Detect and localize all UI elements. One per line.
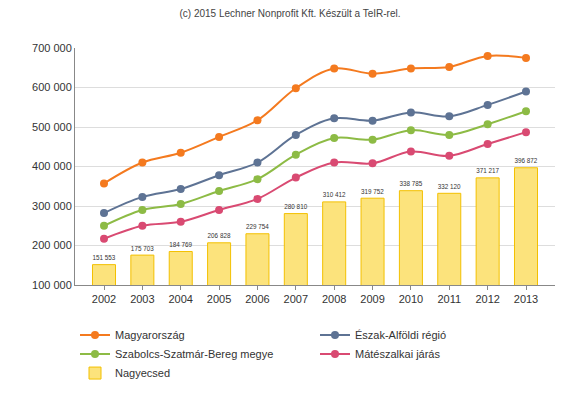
svg-text:319 752: 319 752 [361,188,384,195]
svg-text:700 000: 700 000 [32,42,72,54]
svg-text:2010: 2010 [399,293,423,305]
svg-text:2011: 2011 [437,293,461,305]
svg-text:(c) 2015 Lechner Nonprofit Kft: (c) 2015 Lechner Nonprofit Kft. Készült … [179,8,400,19]
svg-text:338 785: 338 785 [399,180,422,187]
svg-text:280 810: 280 810 [284,203,307,210]
svg-text:Nagyecsed: Nagyecsed [115,367,170,379]
svg-text:396 872: 396 872 [515,157,538,164]
svg-text:151 553: 151 553 [93,254,116,261]
svg-text:100 000: 100 000 [32,279,72,291]
svg-text:500 000: 500 000 [32,121,72,133]
svg-text:2006: 2006 [245,293,269,305]
svg-text:310 412: 310 412 [323,191,346,198]
svg-text:184 769: 184 769 [169,241,192,248]
svg-text:Szabolcs-Szatmár-Bereg megye: Szabolcs-Szatmár-Bereg megye [115,348,273,360]
svg-text:2013: 2013 [514,293,538,305]
svg-text:332 120: 332 120 [438,183,461,190]
svg-text:Észak-Alföldi régió: Észak-Alföldi régió [355,329,446,341]
svg-text:2004: 2004 [168,293,192,305]
svg-text:400 000: 400 000 [32,160,72,172]
svg-text:2009: 2009 [360,293,384,305]
svg-text:Mátészalkai járás: Mátészalkai járás [355,348,440,360]
svg-text:2007: 2007 [284,293,308,305]
svg-text:2003: 2003 [130,293,154,305]
svg-text:371 217: 371 217 [476,167,499,174]
svg-text:Magyarország: Magyarország [115,329,185,341]
svg-text:200 000: 200 000 [32,239,72,251]
svg-text:300 000: 300 000 [32,200,72,212]
svg-text:600 000: 600 000 [32,81,72,93]
svg-text:2005: 2005 [207,293,231,305]
svg-text:2012: 2012 [475,293,499,305]
svg-text:229 754: 229 754 [246,223,269,230]
svg-text:175 703: 175 703 [131,245,154,252]
svg-text:206 828: 206 828 [208,232,231,239]
svg-text:2008: 2008 [322,293,346,305]
svg-text:2002: 2002 [92,293,116,305]
